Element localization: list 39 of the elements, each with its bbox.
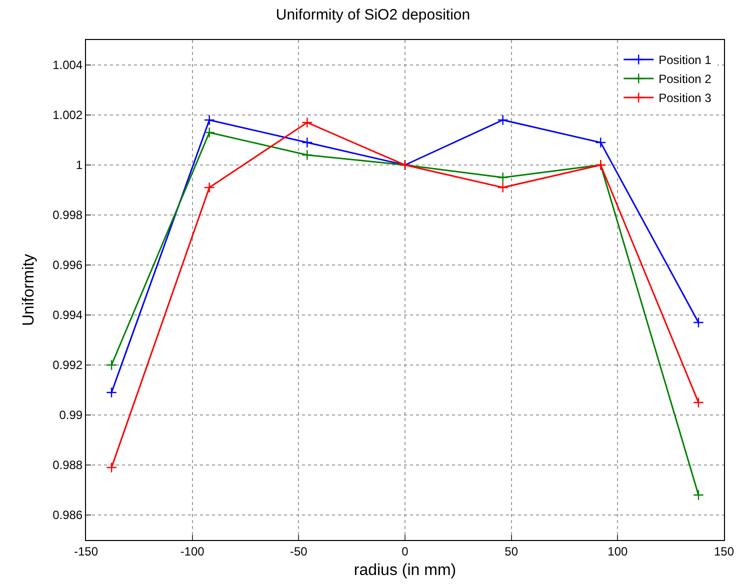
point xyxy=(204,182,215,193)
point xyxy=(497,182,508,193)
point xyxy=(692,490,704,500)
x-tick-label: 0 xyxy=(402,544,409,558)
legend-label: Position 2 xyxy=(658,72,712,86)
y-tick-label: 0.986 xyxy=(52,508,83,522)
y-tick-label: 1.004 xyxy=(52,58,83,72)
y-tick-label: 0.992 xyxy=(52,358,83,372)
y-tick-label: 0.996 xyxy=(52,258,83,272)
y-tick-label: 1 xyxy=(76,158,83,172)
x-tick-label: 100 xyxy=(608,544,628,558)
point xyxy=(692,397,704,408)
point xyxy=(692,317,704,328)
y-tick-label: 0.998 xyxy=(52,208,83,222)
x-tick-label: -150 xyxy=(74,544,98,558)
y-tick-label: 1.002 xyxy=(52,108,83,122)
point xyxy=(204,114,215,126)
legend-label: Position 3 xyxy=(658,91,712,106)
legend-label: Position 1 xyxy=(658,53,712,68)
point xyxy=(106,387,118,398)
point xyxy=(106,462,118,473)
point xyxy=(497,114,508,126)
y-tick-label: 0.99 xyxy=(59,408,83,422)
point xyxy=(595,137,606,148)
point xyxy=(302,117,313,128)
x-tick-label: -50 xyxy=(290,544,308,558)
y-tick-label: 0.988 xyxy=(52,458,83,472)
point xyxy=(302,137,313,148)
point xyxy=(302,150,313,160)
x-tick-label: 150 xyxy=(714,544,734,558)
point xyxy=(204,127,215,138)
x-tick-label: -100 xyxy=(180,544,205,558)
chart-title: Uniformity of SiO2 deposition xyxy=(276,6,470,24)
y-axis-title: Uniformity xyxy=(20,254,38,326)
point xyxy=(106,360,118,370)
x-tick-label: 50 xyxy=(504,544,518,558)
y-tick-label: 0.994 xyxy=(52,308,83,322)
point xyxy=(497,172,508,183)
x-axis-title: radius (in mm) xyxy=(354,562,456,580)
